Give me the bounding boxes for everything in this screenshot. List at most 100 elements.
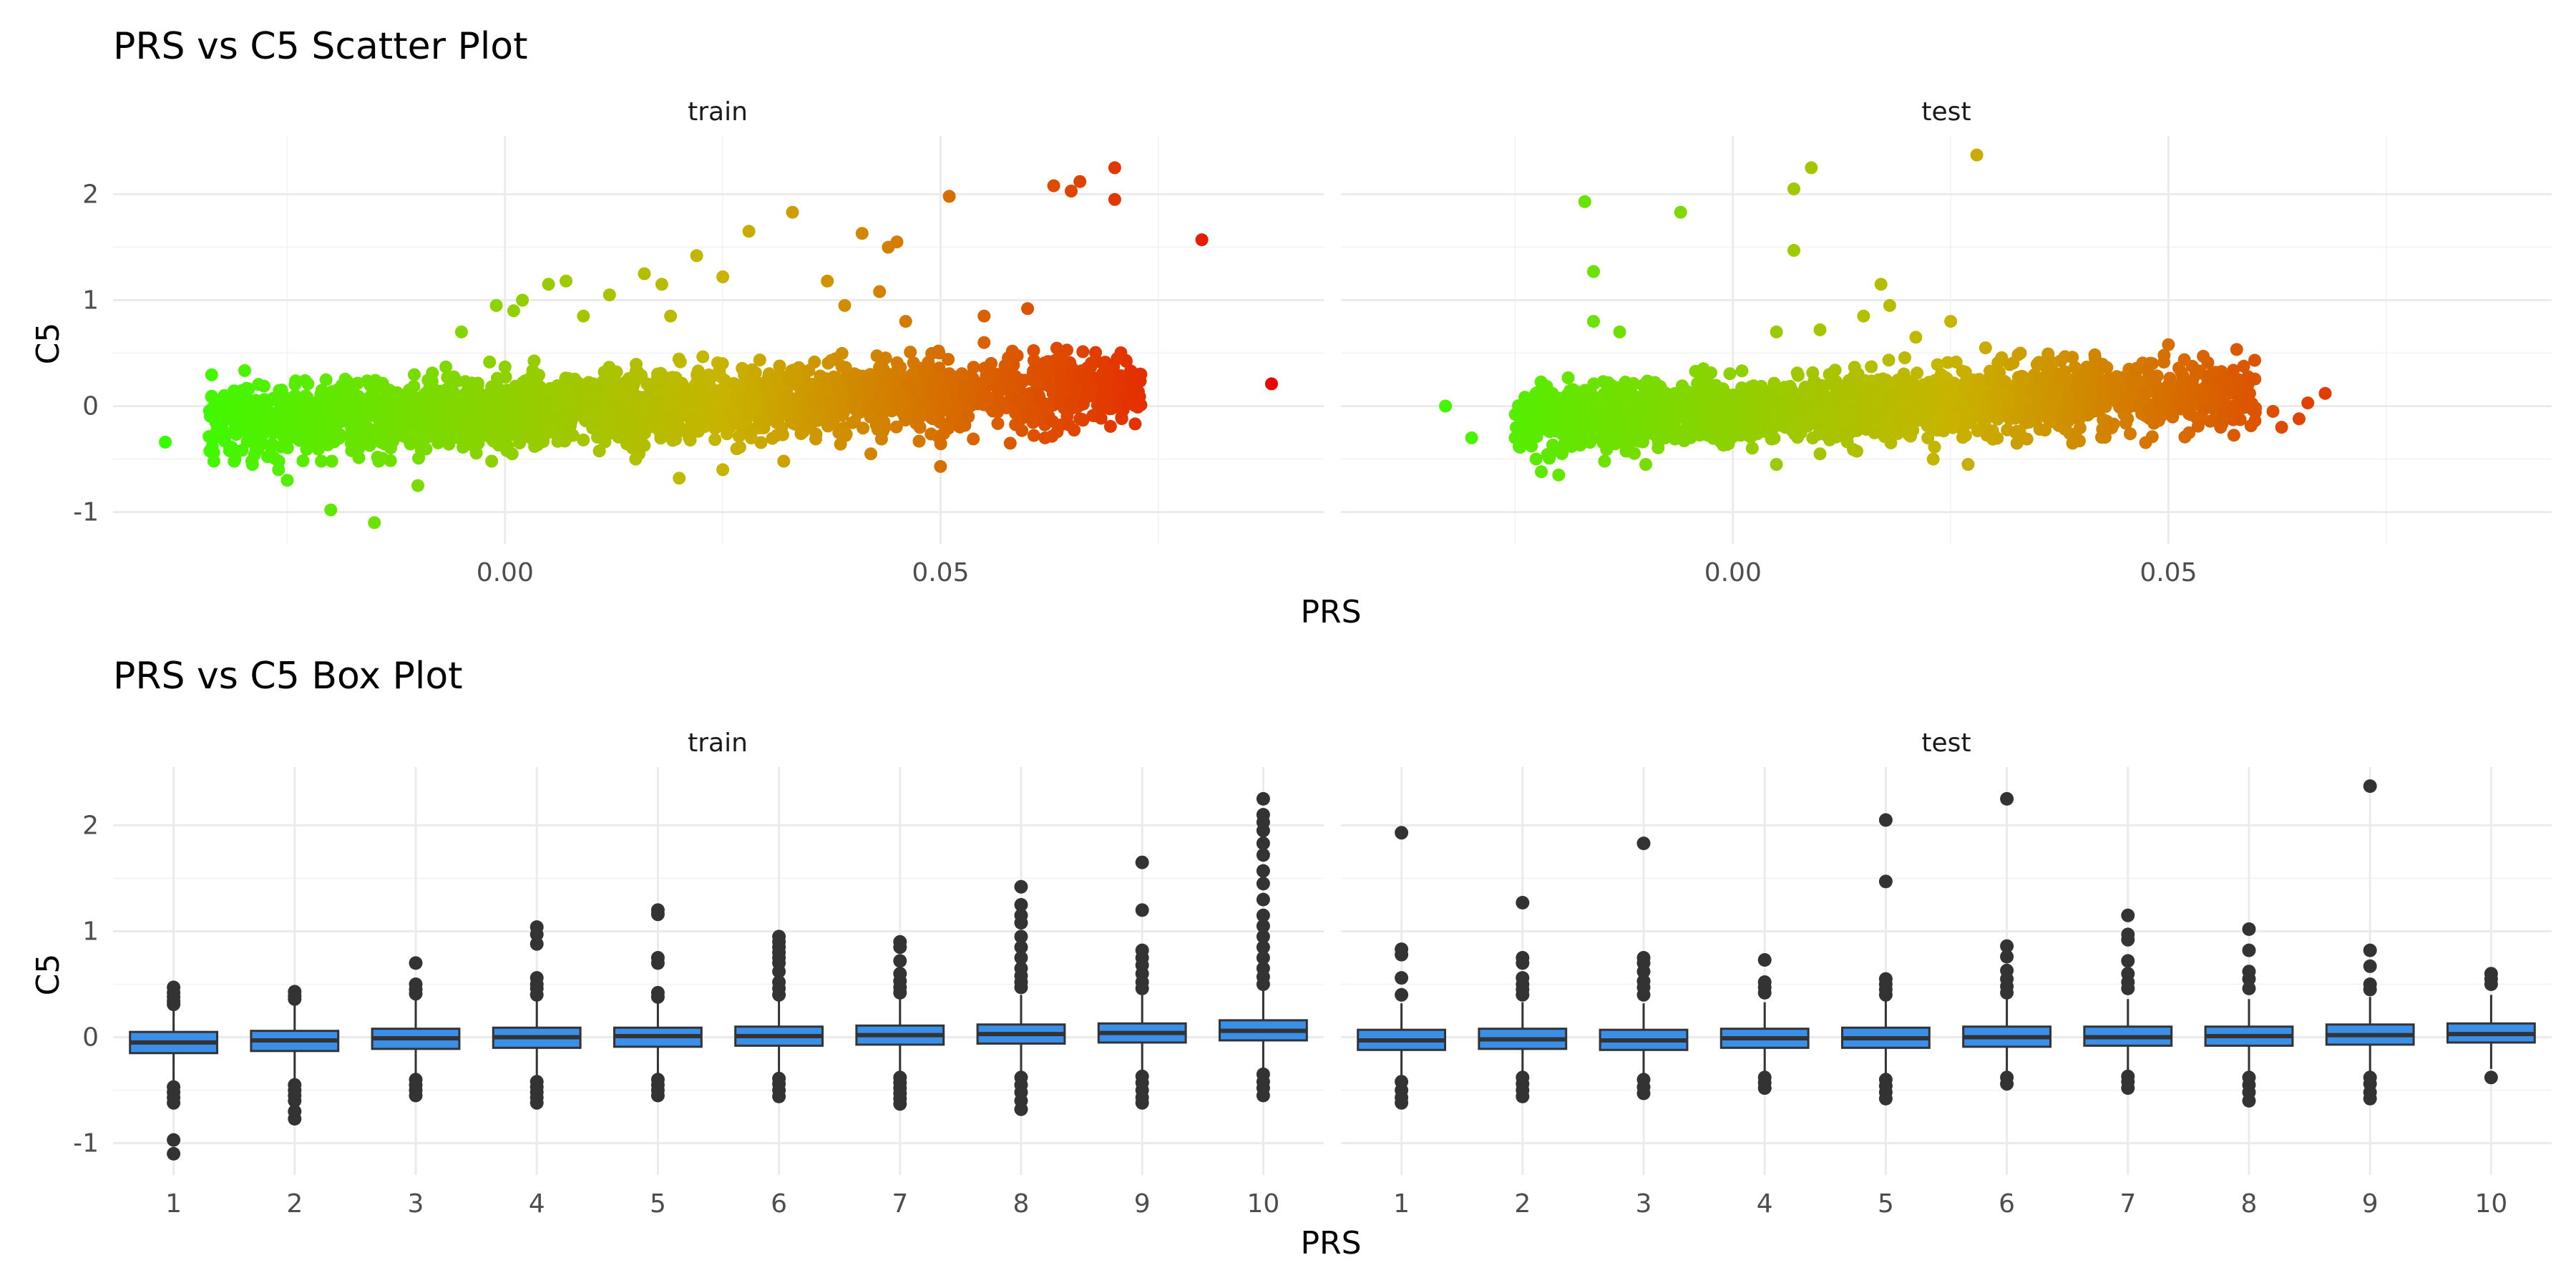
box-outlier	[1014, 898, 1028, 912]
box-group	[734, 930, 824, 1103]
scatter-point	[1045, 414, 1059, 428]
scatter-point	[218, 434, 232, 448]
box-outlier	[1014, 916, 1028, 930]
scatter-point	[2096, 358, 2109, 371]
box-outlier	[2000, 791, 2014, 806]
box-outlier	[650, 956, 665, 970]
scatter-point	[2248, 372, 2262, 386]
scatter-point	[796, 425, 810, 439]
scatter-point	[300, 442, 313, 456]
box-strip-train: train	[688, 728, 748, 758]
scatter-point	[1085, 356, 1098, 370]
scatter-point	[294, 416, 308, 429]
scatter-point	[1009, 406, 1023, 420]
scatter-point	[2218, 371, 2232, 385]
scatter-point	[492, 439, 505, 452]
scatter-point	[645, 392, 658, 406]
scatter-point	[305, 398, 318, 411]
scatter-point	[2020, 432, 2034, 446]
box-outlier	[1256, 930, 1270, 944]
scatter-point	[1991, 431, 2004, 445]
scatter-point	[1121, 392, 1135, 406]
scatter-point	[664, 309, 678, 323]
scatter-point	[228, 452, 242, 466]
scatter-point	[748, 366, 762, 379]
scatter-point	[507, 304, 520, 318]
box-outlier	[1014, 940, 1028, 955]
scatter-point	[1654, 431, 1668, 445]
scatter-point	[1879, 410, 1893, 424]
scatter-point	[439, 360, 453, 374]
scatter-point	[367, 390, 381, 404]
scatter-point	[1956, 431, 1969, 444]
scatter-point	[1054, 359, 1068, 373]
scatter-point	[257, 379, 270, 393]
scatter-point	[381, 415, 395, 429]
scatter-point	[542, 278, 555, 291]
scatter-point	[2066, 351, 2079, 364]
scatter-point	[1636, 435, 1649, 449]
scatter-point	[1850, 444, 1863, 458]
box-outlier	[1395, 826, 1409, 840]
scatter-point	[730, 442, 743, 456]
scatter-point	[782, 370, 795, 384]
scatter-point	[663, 416, 676, 429]
scatter-point	[551, 434, 565, 448]
scatter-point	[1064, 396, 1077, 409]
scatter-point	[1992, 384, 2006, 398]
scatter-point	[577, 433, 590, 447]
scatter-point	[433, 425, 447, 439]
box-outlier	[288, 1112, 302, 1126]
scatter-point	[1000, 357, 1014, 371]
scatter-title: PRS vs C5 Scatter Plot	[113, 25, 528, 68]
scatter-point	[324, 503, 338, 517]
scatter-point	[1735, 364, 1749, 378]
scatter-point	[565, 415, 578, 429]
scatter-point	[356, 409, 370, 423]
scatter-point	[560, 274, 572, 288]
scatter-point	[874, 432, 888, 446]
box-title: PRS vs C5 Box Plot	[113, 655, 463, 698]
box-outlier	[2363, 982, 2377, 997]
scatter-point	[1856, 379, 1870, 392]
y-tick-label: 2	[82, 180, 99, 209]
scatter-point	[1819, 410, 1833, 424]
scatter-point	[385, 403, 399, 416]
scatter-point	[348, 429, 362, 442]
scatter-point	[1622, 424, 1636, 436]
box-outlier	[1636, 1086, 1651, 1101]
scatter-point	[1598, 454, 1611, 468]
scatter-point	[1128, 417, 1142, 431]
scatter-point	[1775, 419, 1789, 432]
box-outlier	[650, 1088, 665, 1103]
scatter-point	[1073, 412, 1087, 426]
scatter-point	[924, 411, 938, 424]
box-outlier	[167, 1146, 181, 1161]
box-group	[129, 980, 219, 1161]
box-train-boxes	[129, 791, 1308, 1161]
scatter-point	[1816, 386, 1830, 399]
scatter-point	[809, 432, 822, 446]
box-group	[371, 956, 461, 1103]
scatter-point	[1021, 302, 1035, 316]
scatter-point	[1112, 379, 1126, 392]
scatter-point	[411, 479, 424, 492]
scatter-point	[619, 375, 633, 389]
scatter-point	[248, 448, 261, 462]
box-group	[1478, 896, 1568, 1103]
scatter-point	[2153, 396, 2167, 410]
scatter-point	[1009, 418, 1023, 431]
scatter-point	[792, 393, 806, 406]
scatter-point	[1855, 404, 1868, 417]
scatter-point	[904, 346, 917, 359]
scatter-point	[283, 405, 296, 419]
scatter-point	[655, 278, 668, 291]
box-outlier	[2242, 1093, 2256, 1108]
scatter-point	[967, 361, 980, 374]
scatter-point	[501, 394, 514, 408]
scatter-point	[485, 454, 499, 468]
scatter-point	[1621, 433, 1635, 447]
box-outlier	[1516, 1089, 1530, 1103]
box-outlier	[530, 937, 544, 951]
